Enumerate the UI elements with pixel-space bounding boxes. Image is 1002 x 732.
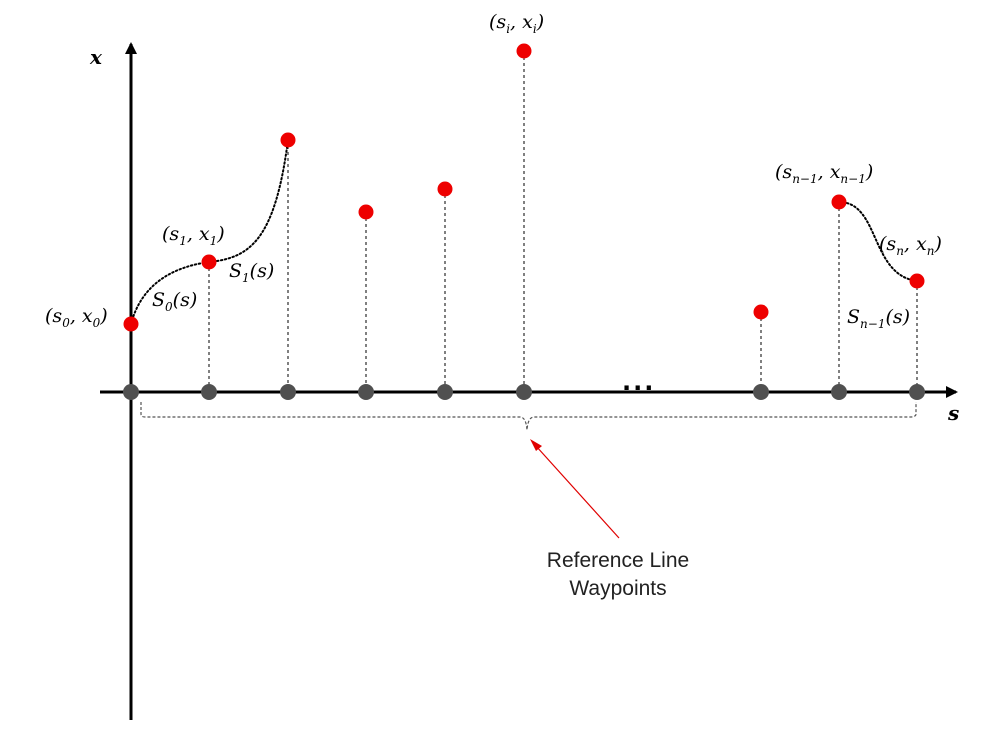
waypoint — [831, 384, 847, 400]
point-label-n: (sn, xn) — [879, 233, 942, 258]
stems — [208, 51, 918, 392]
sample-point — [753, 304, 769, 320]
waypoint — [123, 384, 139, 400]
waypoint — [516, 384, 532, 400]
waypoints-brace — [140, 402, 917, 431]
sample-point-i — [516, 43, 532, 59]
callout-label-line1: Reference Line — [547, 549, 689, 572]
waypoint — [753, 384, 769, 400]
point-label-1: (s1, x1) — [162, 223, 225, 248]
ellipsis: ... — [622, 368, 655, 396]
point-label-i: (si, xi) — [489, 11, 544, 36]
sample-point-n-1 — [831, 194, 847, 210]
callout-arrow-head — [530, 439, 542, 451]
s-axis-label: s — [947, 401, 959, 425]
sample-point — [280, 132, 296, 148]
sample-point-n — [909, 273, 925, 289]
sample-point — [358, 204, 374, 220]
callout-arrow — [535, 445, 620, 539]
waypoint — [201, 384, 217, 400]
waypoint — [909, 384, 925, 400]
spline-label-s0: S0(s) — [152, 289, 197, 314]
sample-point-0 — [123, 316, 139, 332]
spline-segment-s0 — [130, 261, 210, 325]
spline-label-s1: S1(s) — [229, 260, 274, 285]
spline-segment-sn-1 — [838, 201, 918, 282]
sample-points — [123, 43, 925, 332]
point-label-0: (s0, x0) — [45, 305, 108, 330]
waypoint — [280, 384, 296, 400]
reference-waypoints — [123, 384, 925, 400]
point-label-n-1: (sn−1, xn−1) — [775, 161, 873, 186]
waypoint — [437, 384, 453, 400]
waypoint — [358, 384, 374, 400]
callout-label-line2: Waypoints — [569, 577, 666, 600]
spline-segment-s1 — [208, 139, 289, 263]
spline-label-sn-1: Sn−1(s) — [847, 306, 910, 331]
sample-point-1 — [201, 254, 217, 270]
x-axis-label: x — [89, 45, 103, 69]
sample-point — [437, 181, 453, 197]
